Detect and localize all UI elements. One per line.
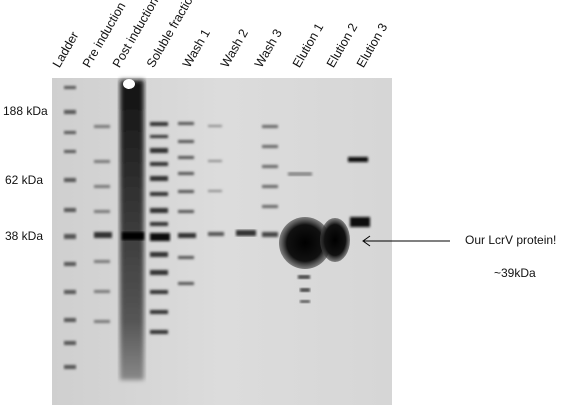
lane-wash-3 xyxy=(236,230,256,236)
marker-label: 62 kDa xyxy=(5,173,44,187)
lane-elution-2 xyxy=(279,172,350,303)
arrow-head xyxy=(362,235,371,247)
protein-size-annotation: ~39kDa xyxy=(494,266,536,280)
lane-elution-1 xyxy=(262,125,278,237)
lane-pre-induction xyxy=(94,125,112,323)
marker-label: 38 kDa xyxy=(5,229,44,243)
lane-ladder xyxy=(64,86,76,369)
lane-soluble-fraction xyxy=(150,122,170,334)
marker-label: 188 kDa xyxy=(3,104,48,118)
lane-wash-1 xyxy=(178,122,196,285)
lane-wash-2 xyxy=(208,125,224,236)
protein-annotation: Our LcrV protein! xyxy=(465,233,557,247)
lane-post-induction xyxy=(120,79,144,380)
lane-elution-3 xyxy=(348,157,370,227)
